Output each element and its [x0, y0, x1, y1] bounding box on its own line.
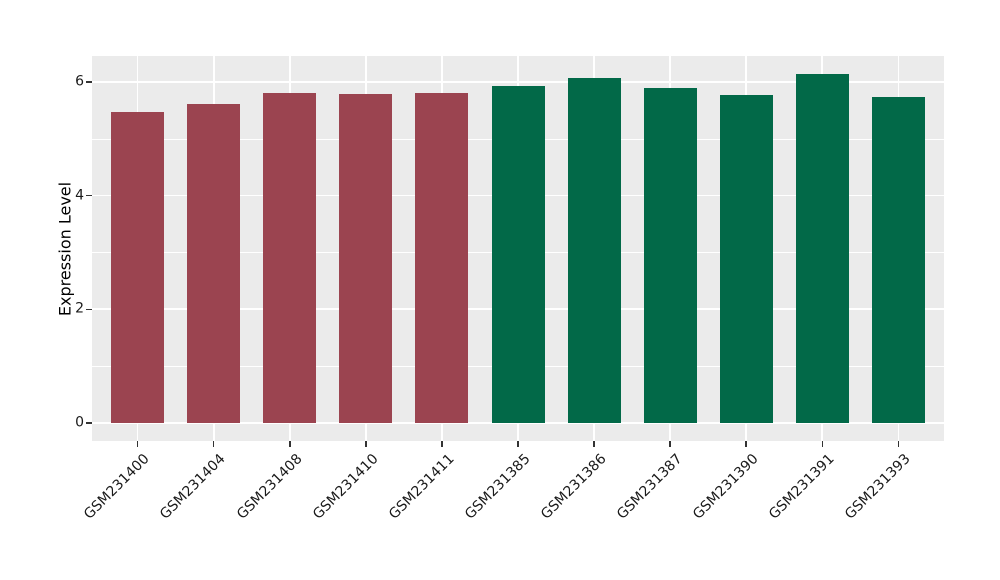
x-tick-GSM231404 — [212, 441, 215, 447]
bar-GSM231387 — [643, 88, 697, 423]
x-tick-GSM231411 — [441, 441, 443, 447]
x-tick-GSM231385 — [517, 441, 519, 447]
bar-GSM231411 — [415, 93, 469, 423]
x-tick-GSM231400 — [136, 441, 139, 447]
x-tick-label-GSM231391: GSM231391 — [766, 451, 838, 523]
y-axis-title: Expression Level — [55, 181, 75, 317]
y-tick-label-0: 0 — [75, 414, 84, 431]
x-tick-label-GSM231386: GSM231386 — [537, 451, 610, 523]
y-tick-0 — [86, 422, 92, 424]
bar-GSM231393 — [871, 97, 925, 423]
y-tick-label-2: 2 — [75, 300, 84, 317]
bar-GSM231404 — [187, 104, 241, 423]
x-tick-GSM231390 — [745, 441, 747, 447]
x-tick-GSM231410 — [365, 441, 367, 447]
bar-GSM231391 — [795, 74, 849, 423]
x-tick-label-GSM231393: GSM231393 — [842, 451, 914, 523]
y-tick-2 — [86, 308, 92, 310]
bar-GSM231400 — [111, 112, 165, 423]
x-tick-GSM231391 — [821, 441, 824, 447]
y-tick-6 — [86, 81, 92, 83]
y-tick-label-4: 4 — [75, 187, 84, 204]
bar-GSM231385 — [491, 86, 545, 423]
x-tick-label-GSM231400: GSM231400 — [81, 451, 153, 523]
x-tick-GSM231408 — [289, 441, 291, 447]
bar-GSM231390 — [719, 95, 773, 423]
y-tick-label-6: 6 — [75, 73, 84, 90]
bar-GSM231408 — [263, 92, 317, 423]
x-tick-label-GSM231390: GSM231390 — [689, 451, 762, 523]
y-tick-4 — [86, 194, 92, 197]
x-tick-GSM231387 — [669, 441, 671, 447]
x-tick-GSM231386 — [593, 441, 595, 447]
x-tick-label-GSM231410: GSM231410 — [309, 451, 382, 523]
x-tick-label-GSM231385: GSM231385 — [461, 451, 534, 523]
x-tick-GSM231393 — [897, 441, 900, 447]
bar-GSM231386 — [567, 78, 621, 423]
x-tick-label-GSM231411: GSM231411 — [385, 451, 458, 523]
x-tick-label-GSM231404: GSM231404 — [157, 451, 230, 523]
x-tick-label-GSM231408: GSM231408 — [233, 451, 306, 523]
bar-GSM231410 — [339, 94, 393, 423]
x-tick-label-GSM231387: GSM231387 — [613, 451, 686, 523]
